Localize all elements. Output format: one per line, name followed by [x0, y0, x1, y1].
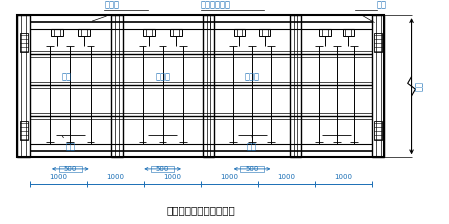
Bar [374, 33, 382, 52]
Bar [374, 121, 382, 140]
Bar [51, 29, 62, 37]
Text: 层高: 层高 [415, 81, 424, 91]
Bar [259, 29, 270, 37]
Bar [241, 166, 264, 172]
Bar [233, 29, 245, 37]
Bar [343, 29, 354, 37]
Bar [372, 15, 384, 157]
Text: 框架梁板支模布置示意图: 框架梁板支模布置示意图 [167, 206, 235, 216]
Bar [111, 15, 123, 157]
Text: 1000: 1000 [106, 174, 124, 181]
Bar [290, 15, 301, 157]
Text: 小桁架: 小桁架 [155, 73, 170, 82]
Text: 1000: 1000 [335, 174, 352, 181]
Bar [170, 29, 182, 37]
Text: 梁托木: 梁托木 [245, 73, 260, 82]
Bar [144, 29, 155, 37]
Bar [78, 29, 90, 37]
Text: 1000: 1000 [163, 174, 181, 181]
Text: 500: 500 [156, 166, 169, 172]
Bar [203, 15, 214, 157]
Text: 排架: 排架 [247, 136, 257, 152]
Bar [17, 15, 384, 157]
Text: 现浇小梁楼板: 现浇小梁楼板 [201, 0, 231, 9]
Text: 1000: 1000 [220, 174, 238, 181]
Bar [319, 29, 330, 37]
Bar [151, 166, 174, 172]
Bar [20, 121, 28, 140]
Text: 500: 500 [64, 166, 77, 172]
Text: 板模板: 板模板 [104, 0, 119, 9]
Text: 排架: 排架 [62, 136, 75, 152]
Text: 次梁: 次梁 [377, 0, 387, 9]
Bar [20, 33, 28, 52]
Text: 1000: 1000 [277, 174, 295, 181]
Bar [17, 15, 30, 157]
Text: 500: 500 [245, 166, 259, 172]
Text: 大梁: 大梁 [61, 73, 71, 82]
Bar [59, 166, 82, 172]
Text: 1000: 1000 [49, 174, 67, 181]
